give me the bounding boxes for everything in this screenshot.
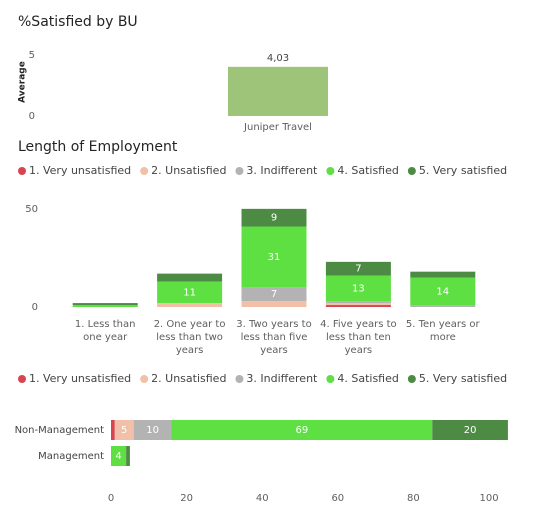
value-label: 11 — [183, 287, 196, 298]
value-label: 14 — [436, 286, 449, 297]
x-tick-label: 1. Less than one year — [74, 319, 136, 343]
x-tick-label: 2. One year to less than two years — [153, 319, 226, 356]
bar-segment — [410, 305, 476, 307]
chart-title: %Satisfied by BU — [18, 14, 138, 30]
legend-label: 5. Very satisfied — [419, 164, 507, 177]
value-label: 7 — [271, 289, 277, 300]
bar-segment — [126, 446, 130, 466]
bar-segment — [325, 275, 391, 302]
legend-label: 1. Very unsatisfied — [29, 164, 131, 177]
legend-label: 2. Unsatisfied — [151, 164, 226, 177]
x-tick-label: Juniper Travel — [243, 122, 312, 133]
bar-segment — [325, 261, 391, 276]
value-label: 4 — [115, 451, 121, 462]
x-tick-label: 5. Ten years or more — [405, 319, 480, 343]
y-tick-label: Management — [38, 451, 104, 462]
legend-marker — [18, 167, 26, 175]
value-label: 20 — [464, 425, 477, 436]
legend-marker — [326, 375, 335, 383]
y-tick-label: 50 — [25, 204, 38, 215]
legend-label: 5. Very satisfied — [419, 372, 507, 385]
y-tick-label: Non-Management — [15, 425, 104, 436]
bar-segment — [111, 446, 127, 466]
bar-segment — [157, 281, 223, 304]
bar-segment — [157, 303, 223, 307]
y-tick-label: 0 — [29, 111, 35, 122]
legend-marker — [140, 375, 149, 383]
value-label: 9 — [271, 213, 277, 224]
value-label: 4,03 — [267, 53, 289, 64]
bar-segment — [325, 303, 391, 306]
legend-marker — [235, 167, 244, 175]
bar-segment — [241, 226, 307, 288]
legend-label: 3. Indifferent — [246, 164, 318, 177]
value-label: 13 — [352, 283, 365, 294]
y-tick-label: 5 — [29, 50, 35, 61]
legend-label: 1. Very unsatisfied — [29, 372, 131, 385]
legend-marker — [18, 375, 26, 383]
bar-segment — [432, 420, 508, 440]
bar-segment — [72, 305, 138, 307]
legend-marker — [407, 375, 416, 383]
legend-label: 4. Satisfied — [337, 372, 399, 385]
bar-segment — [410, 277, 476, 306]
value-label: 7 — [355, 264, 361, 275]
value-label: 31 — [268, 252, 281, 263]
chart-title: Length of Employment — [18, 139, 178, 155]
value-label: 5 — [121, 425, 127, 436]
y-tick-label: 0 — [32, 302, 38, 313]
x-tick-label: 80 — [407, 493, 420, 504]
bar-segment — [133, 420, 172, 440]
bar-segment — [157, 273, 223, 282]
bar-segment — [241, 208, 307, 227]
bar-segment — [114, 420, 134, 440]
x-tick-label: 100 — [479, 493, 498, 504]
bar-segment — [325, 305, 391, 307]
bar-segment — [171, 420, 433, 440]
legend-label: 2. Unsatisfied — [151, 372, 226, 385]
x-tick-label: 20 — [180, 493, 193, 504]
y-axis-label: Average — [18, 61, 28, 103]
bar-segment — [410, 271, 476, 278]
legend-marker — [235, 375, 244, 383]
bar-segment — [241, 287, 307, 302]
x-tick-label: 0 — [108, 493, 114, 504]
legend-label: 3. Indifferent — [246, 372, 318, 385]
x-tick-label: 60 — [331, 493, 344, 504]
legend-marker — [326, 167, 335, 175]
x-tick-label: 40 — [256, 493, 269, 504]
value-label: 10 — [146, 425, 159, 436]
bar-segment — [72, 303, 138, 306]
legend-label: 4. Satisfied — [337, 164, 399, 177]
x-tick-label: 3. Two years to less than five years — [236, 319, 312, 356]
bar-segment — [111, 420, 115, 440]
bar — [228, 66, 328, 116]
legend-marker — [407, 167, 416, 175]
x-tick-label: 4. Five years to less than ten years — [320, 319, 397, 356]
legend-marker — [140, 167, 149, 175]
value-label: 69 — [296, 425, 309, 436]
bar-segment — [325, 301, 391, 304]
bar-segment — [241, 301, 307, 307]
